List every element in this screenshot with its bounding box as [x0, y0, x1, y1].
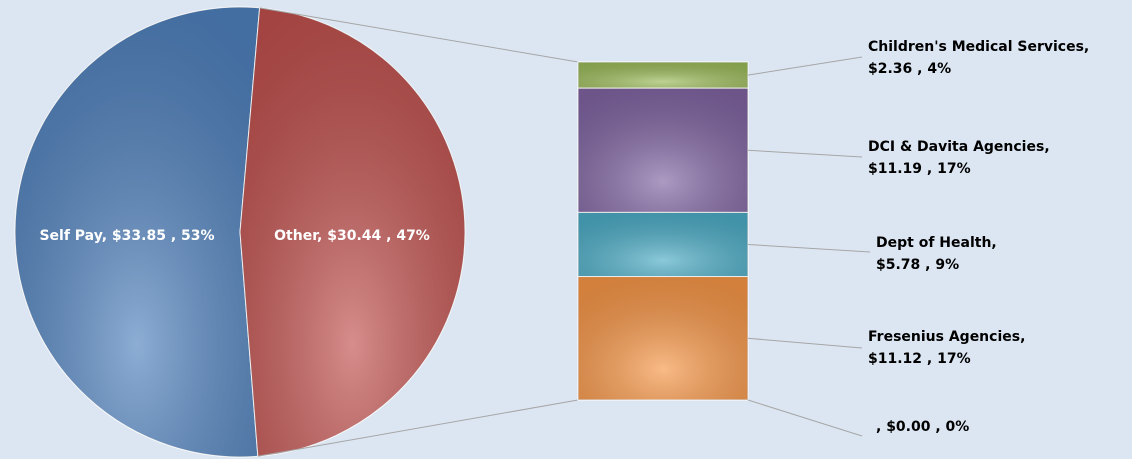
leader-line [747, 149, 863, 158]
connector [259, 7, 579, 63]
bar-label: Fresenius Agencies, $11.12 , 17% [868, 329, 1026, 367]
bar-label: Children's Medical Services, $2.36 , 4% [868, 39, 1090, 77]
leader-line [747, 56, 863, 76]
pie-label: Self Pay, $33.85 , 53% [39, 228, 214, 244]
segment-shade [578, 276, 748, 400]
leader-line [747, 243, 871, 253]
slice-shade [240, 7, 465, 457]
pie-label: Other, $30.44 , 47% [274, 228, 430, 244]
segment-shade [578, 212, 748, 277]
connector [257, 399, 579, 457]
segment-shade [578, 88, 748, 213]
segment-shade [578, 62, 748, 89]
bar-label: DCI & Davita Agencies, $11.19 , 17% [868, 139, 1050, 177]
bar-label: , $0.00 , 0% [876, 419, 970, 435]
leader-line [747, 399, 863, 437]
bar-label: Dept of Health, $5.78 , 9% [876, 235, 997, 273]
slice-shade [14, 6, 260, 458]
leader-line [747, 337, 863, 349]
